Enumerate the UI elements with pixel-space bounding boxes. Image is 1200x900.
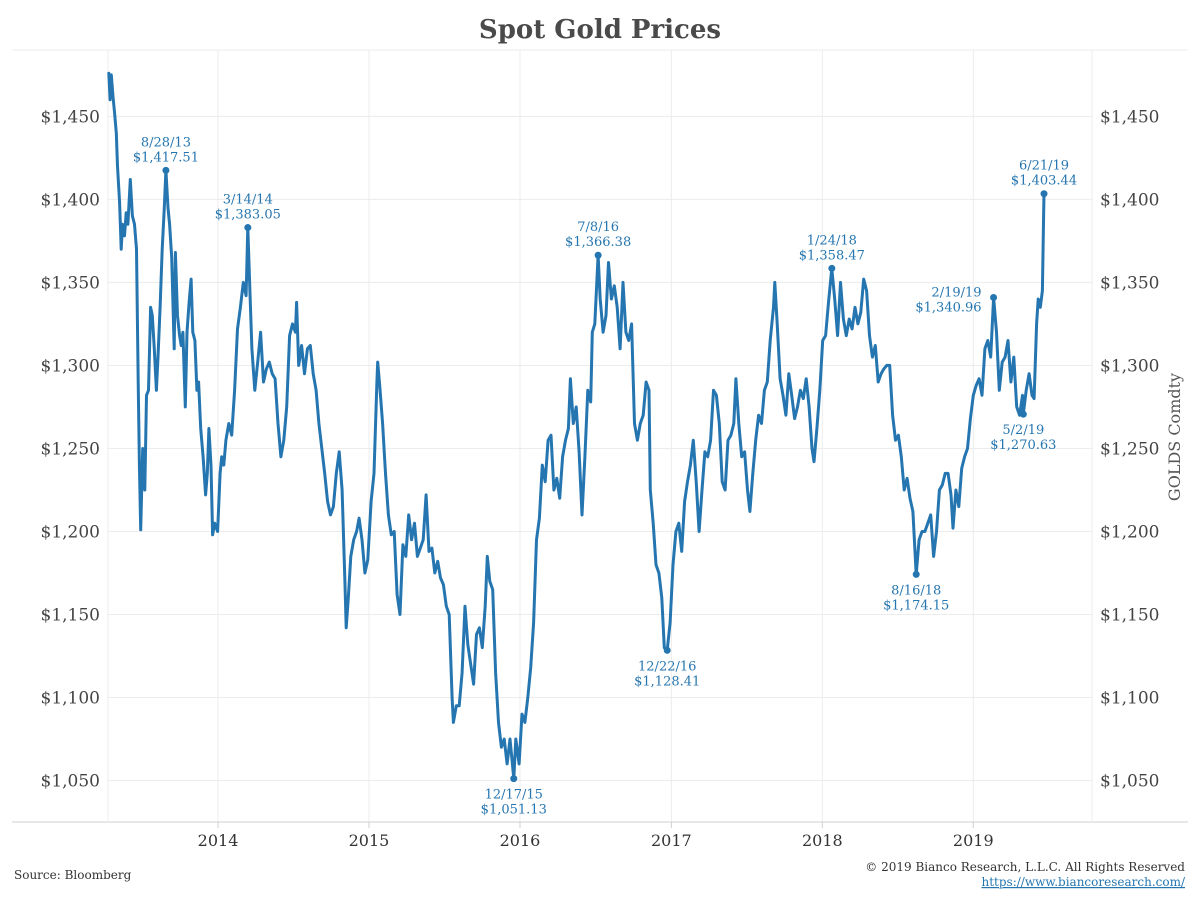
y-tick-label-right: $1,450 — [1100, 107, 1159, 127]
annotation-date: 5/2/19 — [1002, 423, 1044, 438]
annotations: 8/28/13$1,417.51 3/14/14$1,383.05 12/17/15… — [133, 135, 1077, 817]
website-link[interactable]: https://www.biancoresearch.com/ — [981, 875, 1185, 889]
gold-price-line — [107, 71, 1046, 781]
y-tick-label-left: $1,150 — [41, 605, 100, 625]
annotation-marker — [828, 264, 836, 272]
annotation-value: $1,417.51 — [133, 150, 199, 165]
copyright-note: © 2019 Bianco Research, L.L.C. All Right… — [865, 860, 1185, 874]
annotation-value: $1,358.47 — [799, 248, 865, 263]
annotation-value: $1,383.05 — [215, 208, 281, 223]
annotation-value: $1,128.41 — [634, 674, 700, 689]
x-tick-label: 2014 — [198, 831, 239, 850]
y-tick-label-left: $1,100 — [41, 688, 100, 708]
y-tick-label-right: $1,150 — [1100, 605, 1159, 625]
annotation-marker — [1019, 410, 1027, 418]
y-tick-label-right: $1,200 — [1100, 522, 1159, 542]
annotation-value: $1,366.38 — [565, 235, 631, 250]
annotation-value: $1,270.63 — [990, 438, 1056, 453]
price-series — [107, 71, 1046, 781]
y-tick-label-right: $1,400 — [1100, 190, 1159, 210]
annotation-marker — [162, 166, 170, 174]
y-tick-label-left: $1,400 — [41, 190, 100, 210]
axes: $1,050 $1,050 $1,100 $1,100 $1,150 $1,150 $1,2… — [12, 49, 1188, 850]
annotation-date: 6/21/19 — [1019, 159, 1069, 174]
annotation-marker — [990, 293, 998, 301]
annotation-marker — [1040, 190, 1048, 198]
y-tick-label-left: $1,350 — [41, 273, 100, 293]
annotation-marker — [594, 251, 602, 259]
annotation-date: 1/24/18 — [807, 233, 857, 248]
y-tick-label-right: $1,350 — [1100, 273, 1159, 293]
annotation-value: $1,174.15 — [883, 598, 949, 613]
y-tick-label-right: $1,100 — [1100, 688, 1159, 708]
annotation-date: 3/14/14 — [223, 193, 273, 208]
annotation-marker — [912, 570, 920, 578]
source-note: Source: Bloomberg — [14, 868, 132, 882]
annotation-date: 12/22/16 — [638, 659, 696, 674]
annotation-date: 7/8/16 — [577, 220, 619, 235]
y-tick-label-left: $1,200 — [41, 522, 100, 542]
annotation-date: 8/28/13 — [141, 135, 191, 150]
right-axis-label: GOLDS Comdty — [1165, 373, 1184, 501]
annotation-marker — [244, 224, 252, 232]
chart-title: Spot Gold Prices — [479, 15, 721, 45]
annotation-value: $1,340.96 — [915, 300, 981, 315]
x-tick-label: 2017 — [651, 831, 692, 850]
y-tick-label-right: $1,300 — [1100, 356, 1159, 376]
x-tick-label: 2018 — [802, 831, 843, 850]
annotation-date: 12/17/15 — [485, 788, 543, 803]
annotation-value: $1,051.13 — [481, 803, 547, 818]
x-tick-label: 2015 — [349, 831, 390, 850]
y-tick-label-left: $1,050 — [41, 771, 100, 791]
gridlines — [108, 50, 1092, 822]
annotation-marker — [663, 646, 671, 654]
y-tick-label-left: $1,450 — [41, 107, 100, 127]
annotation-value: $1,403.44 — [1011, 174, 1077, 189]
y-tick-label-right: $1,250 — [1100, 439, 1159, 459]
x-tick-label: 2016 — [500, 831, 541, 850]
annotation-date: 2/19/19 — [931, 285, 981, 300]
x-tick-label: 2019 — [953, 831, 994, 850]
y-tick-label-left: $1,250 — [41, 439, 100, 459]
annotation-marker — [510, 775, 518, 783]
y-tick-label-right: $1,050 — [1100, 771, 1159, 791]
y-tick-label-left: $1,300 — [41, 356, 100, 376]
annotation-date: 8/16/18 — [891, 583, 941, 598]
